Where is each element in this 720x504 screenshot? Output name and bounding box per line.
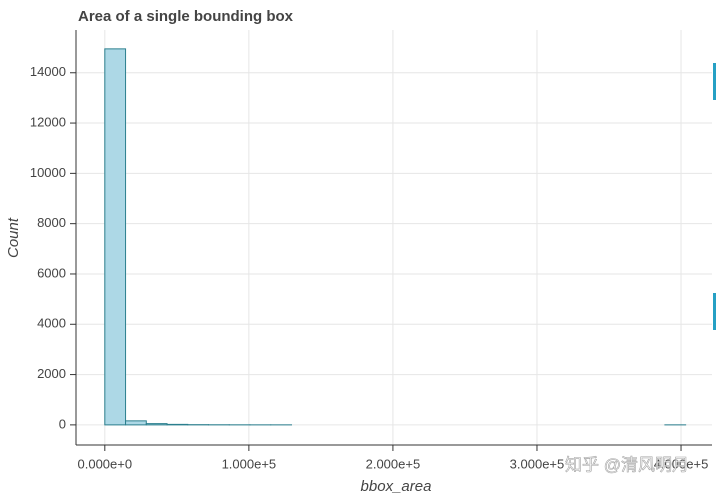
y-axis-label: Count xyxy=(5,217,22,258)
toolbar-icon[interactable] xyxy=(713,63,716,100)
x-tick-label: 3.000e+5 xyxy=(510,456,565,471)
y-tick-label: 4000 xyxy=(37,316,66,331)
toolbar-icon[interactable] xyxy=(713,293,716,330)
x-axis-label: bbox_area xyxy=(361,478,432,495)
y-tick-label: 12000 xyxy=(30,114,66,129)
bar xyxy=(146,424,167,425)
watermark: 知乎 @清风明月 xyxy=(565,455,689,474)
chart-title: Area of a single bounding box xyxy=(78,8,294,25)
y-tick-label: 2000 xyxy=(37,366,66,381)
y-tick-label: 6000 xyxy=(37,265,66,280)
bar xyxy=(167,424,188,425)
y-tick-label: 0 xyxy=(59,416,66,431)
bar xyxy=(126,421,147,425)
y-tick-label: 14000 xyxy=(30,64,66,79)
y-tick-label: 8000 xyxy=(37,215,66,230)
x-tick-label: 2.000e+5 xyxy=(366,456,421,471)
x-tick-label: 0.000e+0 xyxy=(78,456,133,471)
bar xyxy=(105,49,126,425)
x-tick-label: 1.000e+5 xyxy=(222,456,277,471)
y-tick-label: 10000 xyxy=(30,165,66,180)
